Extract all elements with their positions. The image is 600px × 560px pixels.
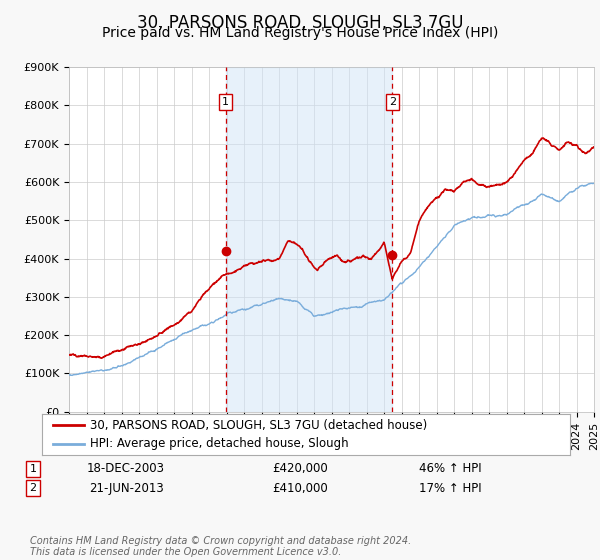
Text: 1: 1 — [223, 97, 229, 106]
Text: 30, PARSONS ROAD, SLOUGH, SL3 7GU: 30, PARSONS ROAD, SLOUGH, SL3 7GU — [137, 14, 463, 32]
Text: 46% ↑ HPI: 46% ↑ HPI — [419, 462, 481, 475]
Text: 1: 1 — [29, 464, 37, 474]
Text: Price paid vs. HM Land Registry's House Price Index (HPI): Price paid vs. HM Land Registry's House … — [102, 26, 498, 40]
Text: 21-JUN-2013: 21-JUN-2013 — [89, 482, 163, 495]
Text: 30, PARSONS ROAD, SLOUGH, SL3 7GU (detached house): 30, PARSONS ROAD, SLOUGH, SL3 7GU (detac… — [89, 419, 427, 432]
Text: Contains HM Land Registry data © Crown copyright and database right 2024.
This d: Contains HM Land Registry data © Crown c… — [30, 535, 411, 557]
Text: £420,000: £420,000 — [272, 462, 328, 475]
Text: 18-DEC-2003: 18-DEC-2003 — [87, 462, 165, 475]
Text: 2: 2 — [29, 483, 37, 493]
Text: HPI: Average price, detached house, Slough: HPI: Average price, detached house, Slou… — [89, 437, 348, 450]
Text: 17% ↑ HPI: 17% ↑ HPI — [419, 482, 481, 495]
Text: £410,000: £410,000 — [272, 482, 328, 495]
Bar — [226, 67, 392, 412]
Text: 2: 2 — [389, 97, 396, 106]
